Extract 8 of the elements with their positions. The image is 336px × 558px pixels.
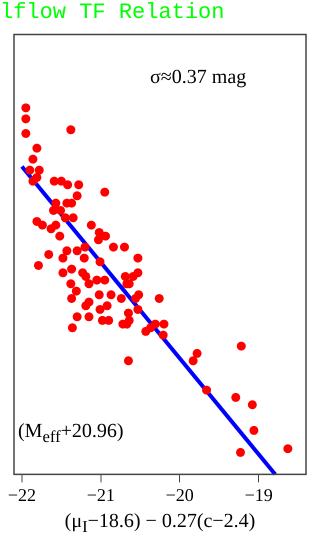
x-tick-label: −19: [244, 484, 273, 505]
x-tick-label: −20: [166, 484, 194, 505]
x-tick-label: −21: [86, 484, 115, 505]
chart-title: lflow TF Relation: [0, 0, 224, 25]
x-tick-label: −22: [8, 484, 36, 505]
x-axis-title: (μ$_{I}$−18.6) − 0.27(c−2.4): [64, 510, 256, 537]
text: σ≈0.37 mag: [150, 66, 246, 89]
annotation: (M$_{eff}$+20.96): [18, 420, 124, 447]
